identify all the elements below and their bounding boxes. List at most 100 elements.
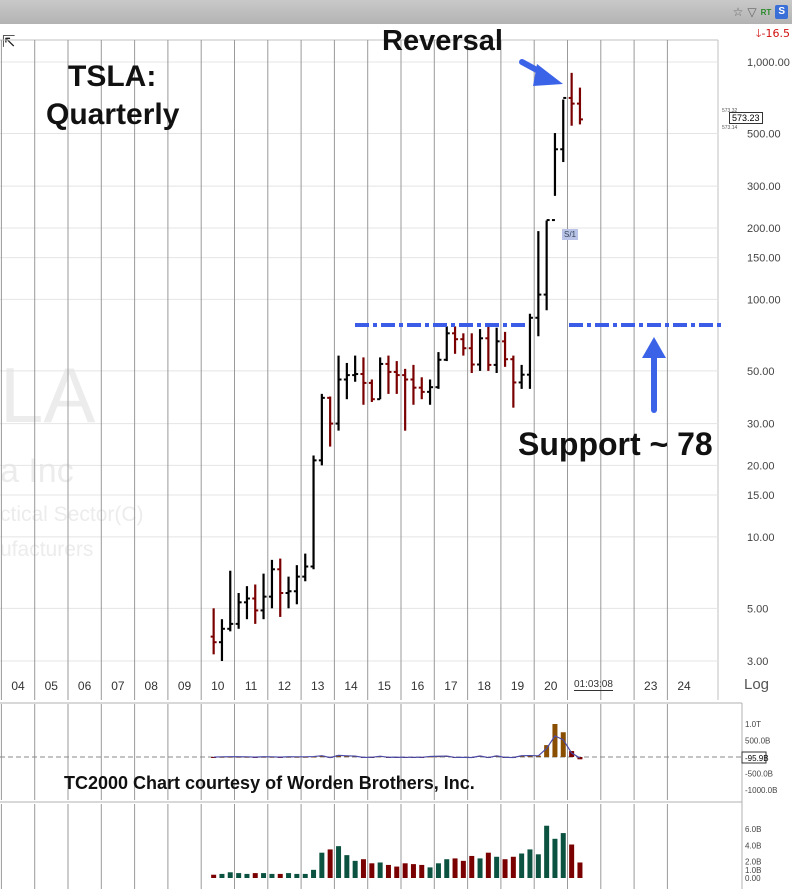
ohlc-bar xyxy=(368,379,375,402)
price-change-value: -16.5 xyxy=(761,27,790,40)
volume-bar xyxy=(369,863,375,878)
volume-bar xyxy=(452,858,458,878)
volume-bar xyxy=(544,825,550,878)
oscillator-tick-label: -500.0B xyxy=(745,770,773,779)
down-arrow-icon: 🡓 xyxy=(755,27,762,40)
current-price-label: 573.23 xyxy=(729,112,763,124)
volume-bar xyxy=(211,874,217,878)
volume-bar xyxy=(419,864,425,878)
volume-bar xyxy=(560,833,566,878)
price-tick-label: 50.00 xyxy=(747,366,775,378)
ohlc-bar xyxy=(493,327,500,373)
volume-bar xyxy=(552,838,558,878)
ohlc-bar xyxy=(360,357,367,405)
mouse-cursor-icon: ⇱ xyxy=(2,32,16,51)
x-tick-label: 07 xyxy=(111,679,125,693)
price-tick-label: 100.00 xyxy=(747,294,781,306)
volume-bar xyxy=(502,859,508,878)
volume-tick-label: 2.0B xyxy=(745,858,761,867)
ohlc-bar xyxy=(343,362,350,400)
s-menu-icon[interactable]: S xyxy=(775,5,788,19)
ohlc-bar xyxy=(502,331,509,367)
oscillator-bar xyxy=(527,755,533,757)
ohlc-bar xyxy=(243,586,250,620)
ohlc-bar xyxy=(285,576,292,609)
watermark-industry: ufacturers xyxy=(0,538,94,561)
ohlc-bar xyxy=(535,231,542,337)
volume-bar xyxy=(510,856,516,878)
price-lower-small: 573.14 xyxy=(722,125,738,131)
price-tick-label: 300.00 xyxy=(747,181,781,193)
oscillator-tick-label: 1.0T xyxy=(745,720,761,729)
ohlc-bar xyxy=(543,219,550,311)
price-tick-label: 200.00 xyxy=(747,223,781,235)
x-tick-label: 14 xyxy=(344,679,358,693)
filter-icon[interactable]: ▽ xyxy=(747,5,757,19)
x-tick-label: 13 xyxy=(311,679,325,693)
window-toolbar: ☆ ▽ RT S xyxy=(0,0,792,24)
price-change: 🡓-16.5 xyxy=(756,25,790,44)
volume-bar xyxy=(261,873,267,878)
volume-bar xyxy=(327,849,333,878)
price-tick-label: 20.00 xyxy=(747,460,775,472)
volume-bar xyxy=(527,849,533,878)
oscillator-bar xyxy=(336,755,342,757)
oscillator-tick-label: 500.0B xyxy=(745,737,770,746)
volume-bar xyxy=(427,867,433,878)
ohlc-bar xyxy=(327,396,334,447)
price-tick-label: 3.00 xyxy=(747,656,768,668)
x-tick-label: 06 xyxy=(78,679,92,693)
x-tick-label: 18 xyxy=(478,679,492,693)
oscillator-bar xyxy=(560,732,566,757)
star-icon[interactable]: ☆ xyxy=(732,5,744,19)
x-tick-label: 10 xyxy=(211,679,225,693)
ohlc-bar xyxy=(418,377,425,400)
ohlc-bar xyxy=(576,87,583,125)
title-line-1: TSLA: xyxy=(68,60,157,93)
x-tick-label: 09 xyxy=(178,679,192,693)
ohlc-bar xyxy=(452,326,459,354)
x-tick-label: 05 xyxy=(45,679,59,693)
title-line-2: Quarterly xyxy=(46,98,180,131)
x-tick-label: 19 xyxy=(511,679,525,693)
volume-bar xyxy=(385,864,391,878)
ohlc-bar xyxy=(468,333,475,373)
ohlc-bar xyxy=(335,355,342,431)
ohlc-bar xyxy=(435,352,442,389)
x-tick-label: 20 xyxy=(544,679,558,693)
volume-bar xyxy=(435,863,441,878)
ohlc-bar xyxy=(560,96,567,163)
x-tick-label: 04 xyxy=(11,679,25,693)
price-tick-label: 1,000.00 xyxy=(747,57,790,69)
ohlc-bar xyxy=(377,357,384,401)
volume-bar xyxy=(302,873,308,878)
watermark-name: a Inc xyxy=(0,452,74,490)
oscillator-value-box xyxy=(741,751,767,764)
ohlc-bar xyxy=(352,355,359,382)
oscillator-tick-label: -1000.0B xyxy=(745,786,777,795)
volume-bar xyxy=(410,864,416,878)
volume-bar xyxy=(402,863,408,878)
price-upper-small: 573.32 xyxy=(722,108,738,114)
oscillator-bar xyxy=(211,757,217,758)
volume-bar xyxy=(494,856,500,878)
support-label: Support ~ 78 xyxy=(518,426,713,462)
rt-icon[interactable]: RT xyxy=(760,7,772,17)
oscillator-bar xyxy=(569,751,575,757)
ohlc-bar xyxy=(477,329,484,371)
log-scale-toggle[interactable]: Log xyxy=(744,676,770,693)
ohlc-bar xyxy=(218,619,225,661)
x-tick-label: 12 xyxy=(278,679,292,693)
volume-bar xyxy=(269,873,275,878)
ohlc-bar xyxy=(210,608,217,655)
volume-bar xyxy=(444,859,450,878)
ohlc-bar xyxy=(293,565,300,605)
watermark-symbol: LA xyxy=(0,351,96,439)
x-tick-label: 23 xyxy=(644,679,658,693)
split-marker[interactable]: S/1 xyxy=(562,229,579,240)
volume-bar xyxy=(227,872,233,878)
ohlc-bar xyxy=(260,573,267,620)
volume-bar xyxy=(477,858,483,878)
x-tick-label: 16 xyxy=(411,679,425,693)
